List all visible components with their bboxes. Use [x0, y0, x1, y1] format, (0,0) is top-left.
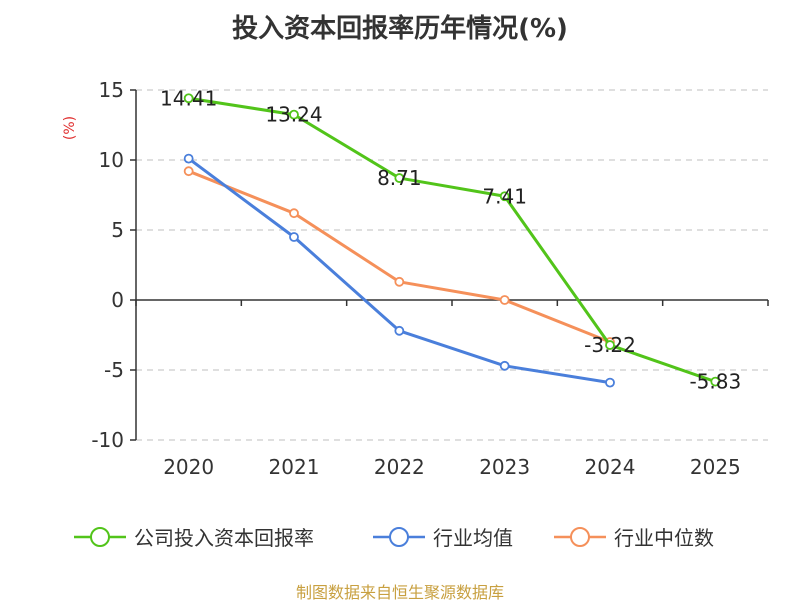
data-point	[605, 340, 615, 350]
data-point	[394, 173, 405, 183]
y-tick-label: 5	[111, 218, 124, 242]
data-point	[605, 377, 615, 388]
series-line	[187, 157, 611, 385]
data-point	[499, 360, 510, 371]
data-label: -3.22	[584, 333, 636, 357]
legend-label: 公司投入资本回报率	[134, 526, 314, 550]
legend-label: 行业中位数	[614, 526, 714, 550]
data-point	[183, 93, 194, 104]
y-tick-label: -5	[104, 358, 124, 382]
data-point	[183, 166, 194, 177]
data-point	[289, 208, 299, 219]
data-label: 14.41	[160, 86, 217, 110]
data-label: 8.71	[377, 166, 422, 190]
data-point	[710, 376, 721, 387]
data-point	[394, 325, 405, 336]
data-label: 13.24	[265, 103, 322, 127]
y-axis-unit: (%)	[62, 116, 78, 140]
y-tick-label: 15	[99, 78, 124, 102]
y-tick-label: 10	[99, 148, 124, 172]
legend-marker	[90, 527, 110, 547]
data-point	[289, 109, 299, 120]
legend-marker	[389, 527, 409, 547]
chart-title: 投入资本回报率历年情况(%)	[232, 14, 568, 44]
data-point	[289, 232, 299, 242]
series-line	[188, 96, 716, 384]
legend-marker	[570, 527, 590, 547]
data-label: 7.41	[482, 184, 527, 208]
data-point	[183, 153, 194, 164]
x-tick-label: 2023	[479, 455, 530, 479]
y-tick-label: 0	[111, 288, 124, 312]
data-label: -5.83	[689, 370, 741, 394]
x-tick-label: 2025	[690, 455, 741, 479]
x-tick-label: 2021	[269, 455, 320, 479]
legend-label: 行业均值	[433, 526, 513, 550]
data-point	[499, 295, 510, 305]
data-point	[394, 276, 405, 287]
data-point	[499, 191, 510, 202]
x-tick-label: 2024	[585, 455, 636, 479]
source-note: 制图数据来自恒生聚源数据库	[295, 583, 504, 602]
x-tick-label: 2022	[374, 455, 425, 479]
x-tick-label: 2020	[163, 455, 214, 479]
y-tick-label: -10	[91, 428, 124, 452]
